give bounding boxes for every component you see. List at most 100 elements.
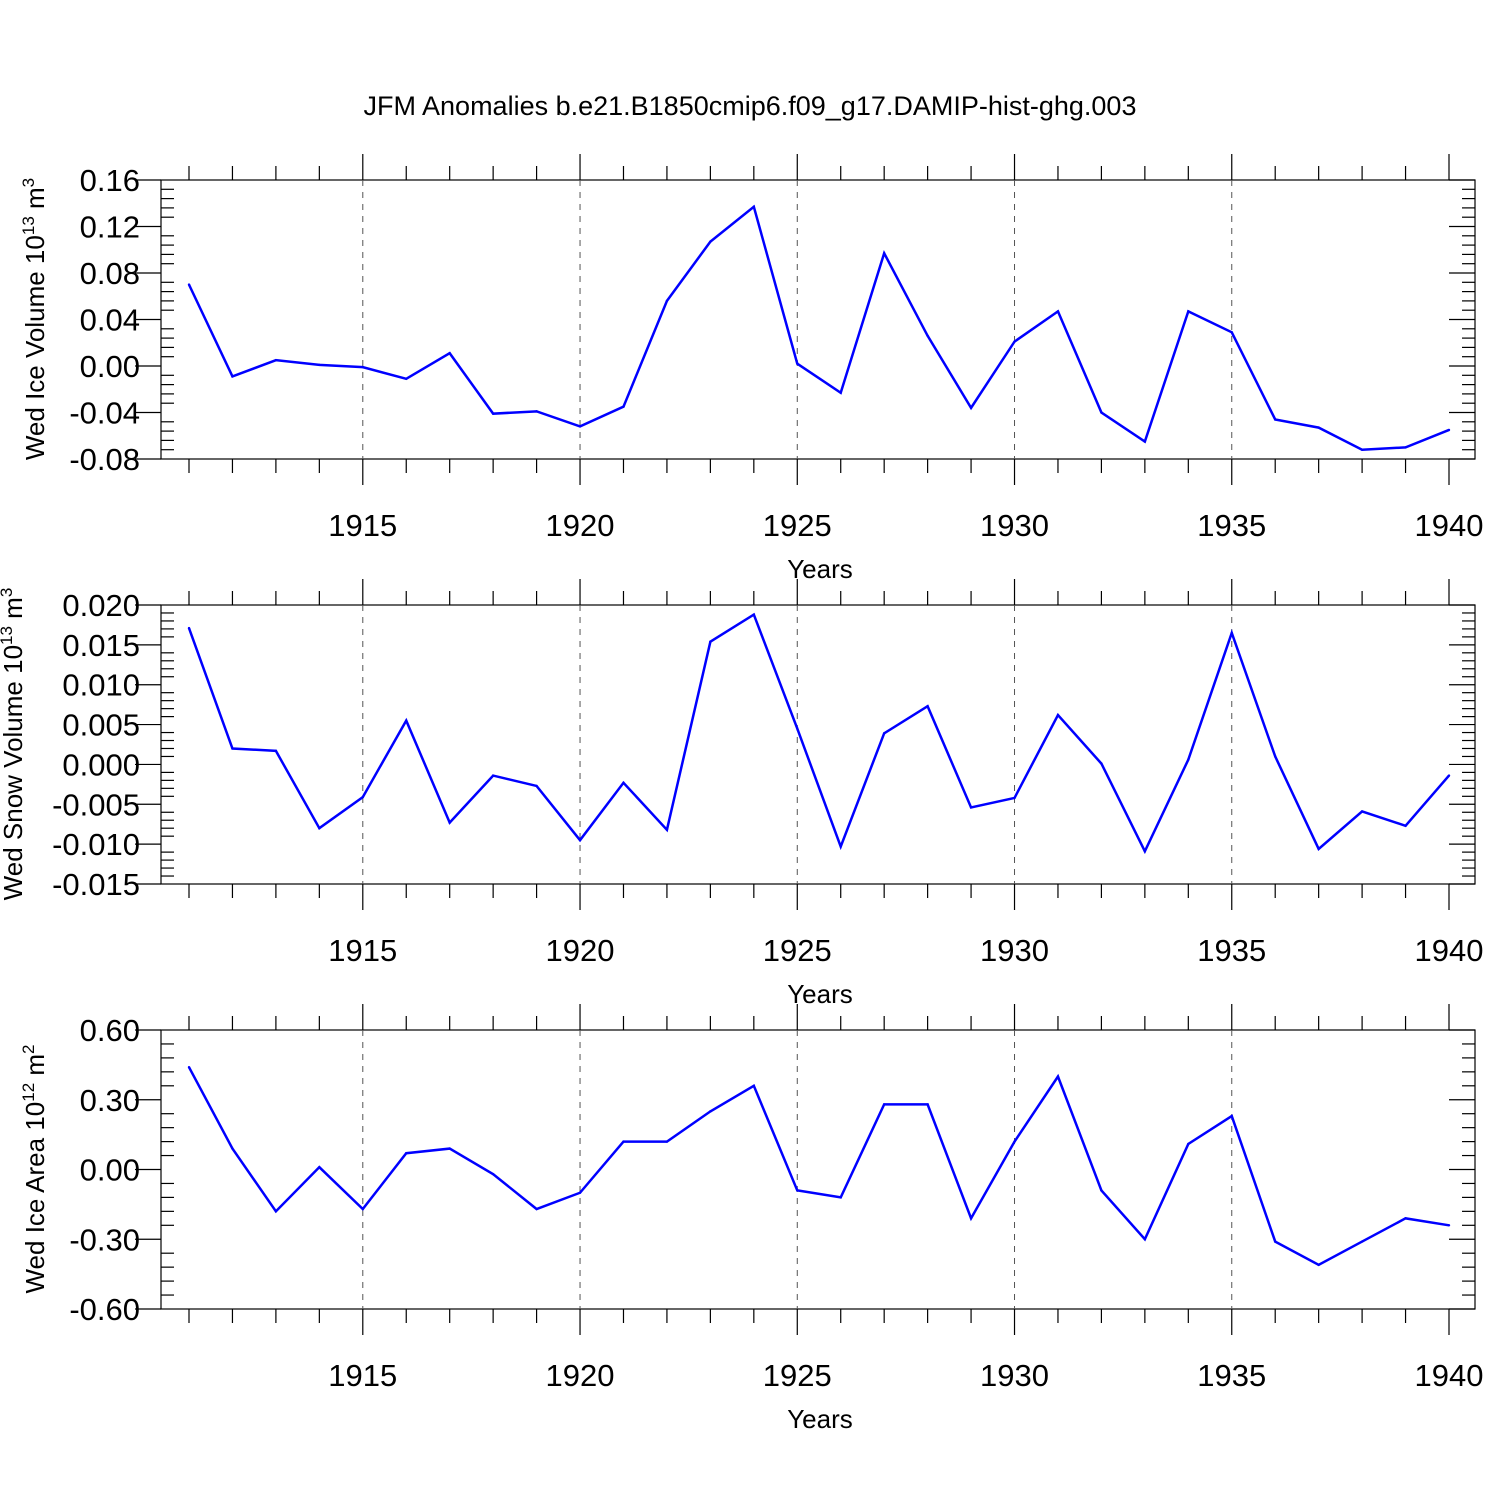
data-point	[1404, 1217, 1407, 1220]
data-series-line	[187, 612, 1450, 855]
data-point	[622, 1140, 625, 1143]
data-point	[318, 827, 321, 830]
data-point	[926, 705, 929, 708]
x-tick-label: 1935	[1197, 1358, 1266, 1393]
data-point	[187, 283, 191, 286]
x-tick-label: 1925	[763, 933, 832, 968]
data-point	[1447, 774, 1451, 777]
data-point	[187, 1066, 191, 1069]
data-point	[1056, 713, 1060, 717]
data-point	[578, 425, 582, 428]
data-point	[1404, 824, 1407, 828]
y-axis-label-part: m	[0, 597, 28, 626]
x-tick-label: 1925	[763, 1358, 832, 1393]
data-point	[709, 240, 712, 243]
x-tick-label: 1915	[328, 933, 397, 968]
data-point	[491, 774, 495, 777]
data-point	[1404, 446, 1407, 449]
y-axis-label-superscript: 13	[0, 626, 16, 645]
y-tick-label: -0.30	[69, 1222, 140, 1257]
x-axis-label: Years	[787, 979, 853, 1009]
data-point	[1317, 847, 1320, 851]
data-point	[839, 391, 842, 394]
x-tick-label: 1920	[546, 933, 615, 968]
data-point	[274, 1210, 278, 1213]
data-point	[709, 1110, 712, 1113]
data-point	[361, 365, 364, 369]
data-point	[1360, 1240, 1364, 1243]
data-point	[1317, 426, 1320, 429]
y-axis-label: Wed Snow Volume 1013 m3	[0, 588, 28, 901]
data-point	[318, 1165, 321, 1169]
y-axis-label-superscript: 3	[0, 588, 16, 597]
y-axis-label-part: m	[20, 1054, 50, 1083]
y-tick-label: 0.60	[80, 1013, 140, 1048]
plot-frame	[160, 1029, 1476, 1310]
chart-panels: -0.08 -0.04 0.00 0.04 0.08 0.12 0.16 1915 1920 19…	[0, 154, 1483, 1434]
y-tick-label: 0.00	[80, 1153, 140, 1188]
y-tick-label: 0.000	[62, 747, 140, 782]
y-tick-label: 0.010	[62, 668, 140, 703]
data-point	[1274, 418, 1277, 421]
data-point	[1143, 440, 1147, 443]
data-point	[882, 732, 886, 735]
chart-panel-1: -0.08 -0.04 0.00 0.04 0.08 0.12 0.16 1915 1920 19…	[19, 154, 1483, 584]
data-point	[1447, 428, 1451, 432]
data-point	[1360, 448, 1364, 451]
x-axis-label: Years	[787, 554, 853, 584]
data-point	[926, 334, 929, 337]
data-point	[839, 1196, 842, 1199]
data-point	[405, 1152, 408, 1155]
data-point	[1317, 1263, 1320, 1267]
y-axis-label: Wed Ice Volume 1013 m3	[19, 178, 50, 460]
data-point	[1230, 1114, 1233, 1118]
data-point	[1056, 1075, 1060, 1078]
data-point	[535, 410, 538, 413]
data-point	[318, 363, 321, 367]
data-point	[1230, 331, 1233, 334]
y-tick-label: 0.005	[62, 708, 140, 743]
x-tick-label: 1930	[980, 508, 1049, 543]
data-point	[578, 1191, 582, 1194]
y-tick-label: 0.020	[62, 588, 140, 623]
y-axis-label: Wed Ice Area 1012 m2	[19, 1044, 50, 1293]
y-axis-label-superscript: 3	[19, 178, 38, 187]
data-point	[361, 795, 364, 799]
x-tick-label: 1915	[328, 1358, 397, 1393]
data-point	[1143, 1238, 1147, 1241]
x-tick-label: 1930	[980, 933, 1049, 968]
data-point	[1143, 850, 1147, 853]
x-tick-label: 1920	[546, 1358, 615, 1393]
data-point	[1100, 1189, 1103, 1192]
y-axis-label-superscript: 13	[19, 216, 38, 235]
data-point	[491, 1172, 495, 1176]
data-point	[969, 1217, 973, 1220]
data-point	[665, 828, 669, 831]
data-point	[448, 352, 451, 355]
data-point	[405, 719, 408, 722]
x-tick-label: 1940	[1415, 508, 1484, 543]
data-point	[622, 405, 625, 408]
data-point	[796, 727, 799, 730]
y-tick-label: 0.00	[80, 349, 140, 384]
x-axis-label: Years	[787, 1404, 853, 1434]
data-point	[882, 252, 886, 255]
x-tick-label: 1920	[546, 508, 615, 543]
y-tick-label: -0.08	[69, 442, 140, 477]
data-point	[187, 626, 191, 630]
data-point	[969, 406, 973, 410]
y-tick-label: 0.08	[80, 256, 140, 291]
y-tick-label: 0.015	[62, 628, 140, 663]
data-point	[535, 1207, 538, 1211]
data-point	[839, 845, 842, 848]
data-point	[274, 358, 278, 362]
data-point	[1013, 796, 1016, 800]
y-axis-label-part: m	[20, 187, 50, 216]
data-point	[578, 838, 582, 842]
data-point	[926, 1103, 929, 1106]
data-point	[1360, 810, 1364, 813]
y-axis-label-part: Wed Ice Area 10	[20, 1102, 50, 1294]
data-point	[1187, 758, 1190, 761]
x-tick-label: 1940	[1415, 933, 1484, 968]
data-point	[491, 412, 495, 415]
